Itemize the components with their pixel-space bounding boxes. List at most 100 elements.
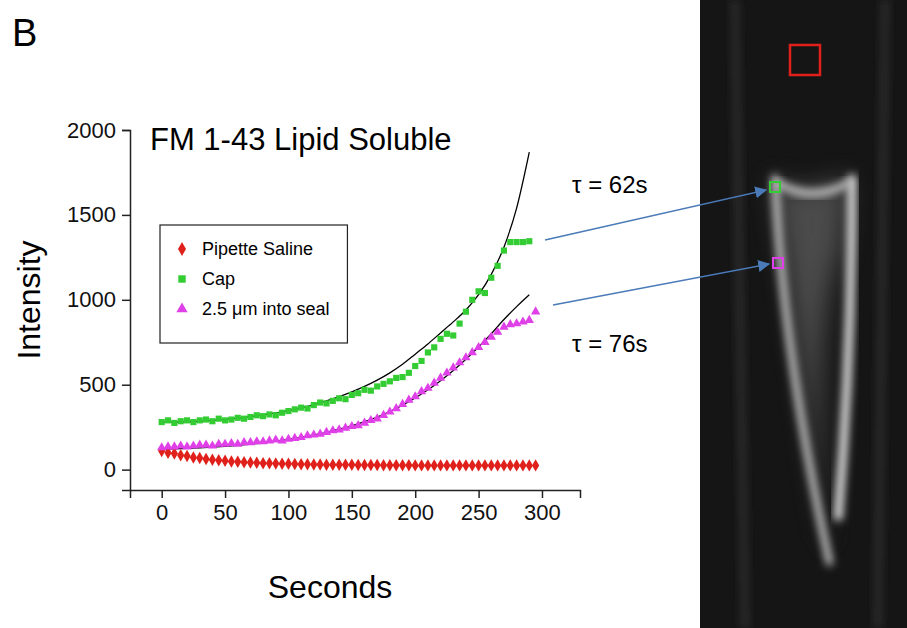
data-point [254,412,260,418]
data-point [507,459,514,471]
panel-label: B [12,12,37,54]
data-point [507,239,513,245]
legend: Pipette SalineCap2.5 μm into seal [160,225,347,343]
annotation: τ = 76s [572,330,648,357]
data-point [469,459,476,471]
data-point [526,238,532,244]
cap-edge [776,182,850,194]
y-tick-label: 0 [104,457,116,482]
data-point [285,408,291,414]
data-point [444,331,450,337]
data-point [514,239,520,245]
data-point [437,459,444,471]
x-tick: 50 [213,490,237,525]
data-point [228,455,235,467]
x-tick-mark [288,490,290,498]
data-point [374,459,381,471]
data-point [221,455,228,467]
data-point [209,454,216,466]
data-point [202,453,209,465]
data-point [291,458,298,470]
data-point [494,459,501,471]
data-point [488,459,495,471]
data-point [526,459,533,471]
data-point [532,459,539,471]
y-tick-mark [122,384,130,386]
y-tick: 500 [79,372,130,397]
y-tick: 0 [104,457,130,482]
data-point [406,370,412,376]
data-point [253,457,260,469]
x-tick-mark [352,490,354,498]
data-point [367,459,374,471]
data-point [342,459,349,471]
x-tick-mark [478,490,480,498]
data-point [399,459,406,471]
annotation: τ = 62s [572,171,648,198]
y-tick: 2000 [67,118,130,143]
data-point [304,458,311,470]
data-point [501,247,507,253]
x-tick-label: 250 [461,500,498,525]
data-point [469,297,475,303]
legend-box [160,225,347,343]
data-point [475,459,482,471]
data-point [190,451,197,463]
data-point [380,381,386,387]
y-tick-mark [122,300,130,302]
data-point [418,358,424,364]
y-tick-label: 1500 [67,202,116,227]
x-axis-line [131,491,581,499]
y-axis-title: Intensity [11,240,47,359]
x-tick-label: 50 [213,500,237,525]
data-point [298,458,305,470]
data-point [215,454,222,466]
data-point [159,419,165,425]
data-point [531,306,540,314]
data-point [266,457,273,469]
data-point [292,406,298,412]
membrane-edge [838,175,852,520]
x-tick: 150 [334,490,371,525]
data-point [311,402,317,408]
data-point [190,419,196,425]
data-point [222,417,228,423]
data-point [462,459,469,471]
data-point [500,459,507,471]
data-point [171,420,177,426]
data-point [342,396,348,402]
y-axis-line [122,131,131,491]
data-point [525,315,534,323]
data-point [476,288,482,294]
data-point [317,458,324,470]
data-point [418,459,425,471]
data-point [235,415,241,421]
data-point [355,390,361,396]
data-point [323,458,330,470]
x-tick: 0 [156,490,168,525]
data-point [488,275,494,281]
data-point [329,458,336,470]
y-tick-label: 2000 [67,118,116,143]
data-point [279,410,285,416]
data-point [393,459,400,471]
figure: 0501001502002503000500100015002000Second… [0,0,907,628]
data-point [425,349,431,355]
x-axis: 050100150200250300 [131,490,581,525]
x-tick: 300 [524,490,561,525]
y-tick-label: 500 [79,372,116,397]
x-tick-label: 100 [271,500,308,525]
data-point [412,363,418,369]
data-point [405,459,412,471]
background [0,0,907,628]
data-point [456,459,463,471]
data-point [266,411,272,417]
plot-area [157,152,540,472]
x-tick-label: 0 [156,500,168,525]
data-point [196,452,203,464]
pipette-wall [735,0,885,628]
data-point [393,375,399,381]
y-tick-label: 1000 [67,287,116,312]
x-tick-mark [415,490,417,498]
data-point [298,405,304,411]
